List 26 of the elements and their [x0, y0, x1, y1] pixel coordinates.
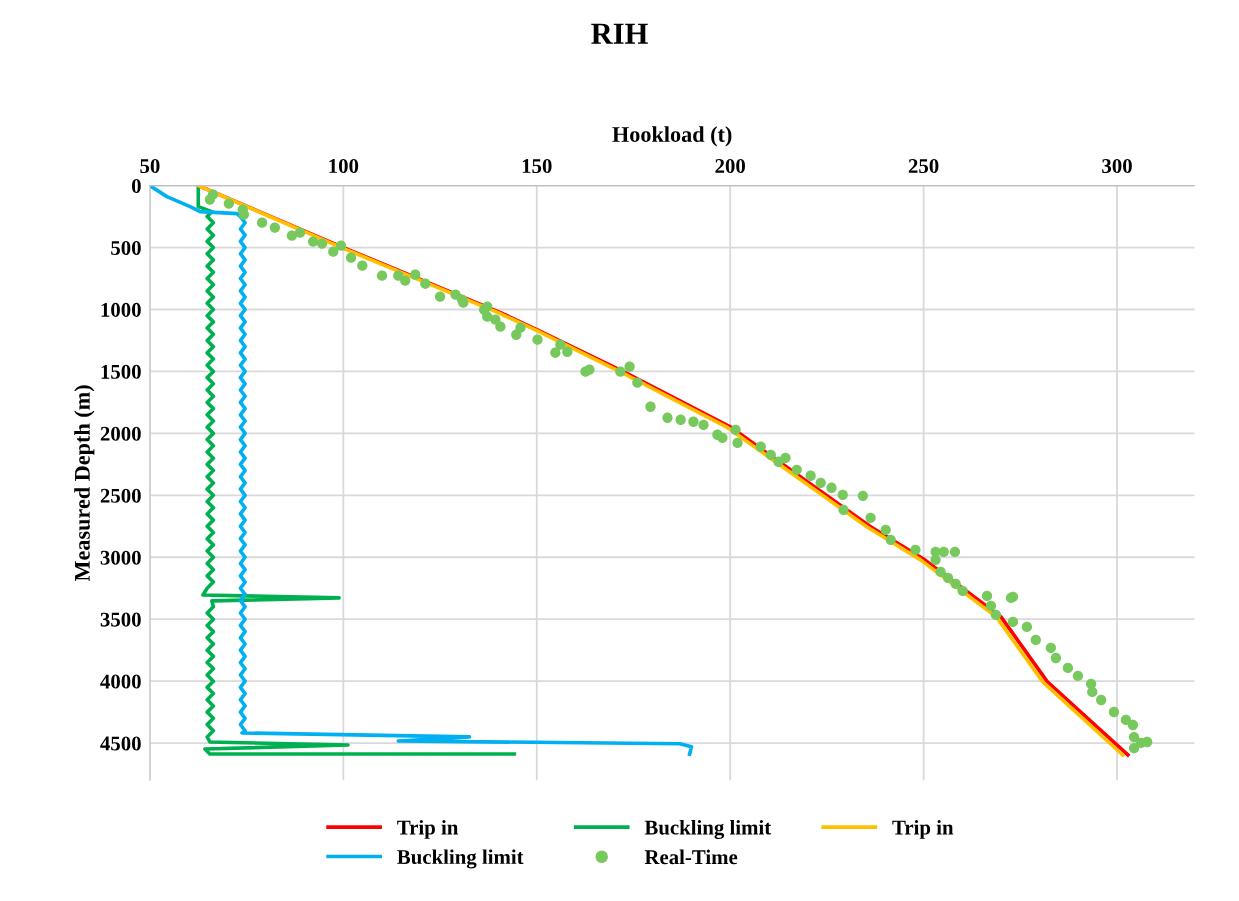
y-tick-label: 0 [131, 178, 141, 194]
y-tick-label: 2500 [100, 488, 141, 503]
y-tick-label: 4000 [100, 674, 141, 689]
chart-title: RIH [591, 23, 648, 44]
legend-label: Buckling limit [644, 819, 772, 840]
legend-label: Trip in [397, 819, 459, 839]
y-tick-label: 1500 [101, 364, 141, 379]
legend-label: Buckling limit [397, 849, 524, 869]
y-tick-label: 2000 [100, 426, 141, 441]
line-series [196, 185, 517, 756]
x-tick-label: 200 [715, 158, 746, 174]
legend-label: Trip in [892, 819, 954, 839]
x-tick-label: 50 [140, 158, 160, 174]
x-tick-label: 150 [522, 158, 552, 174]
y-tick-label: 3500 [100, 612, 141, 627]
legend-label: Real-Time [644, 849, 738, 865]
x-tick-label: 300 [1102, 158, 1132, 174]
y-axis-title: Measured Depth (m) [74, 385, 95, 582]
y-tick-label: 1000 [101, 302, 141, 317]
y-tick-label: 4500 [100, 736, 141, 751]
x-tick-label: 250 [908, 158, 939, 174]
x-axis-title: Hookload (t) [612, 126, 732, 147]
y-tick-label: 3000 [100, 550, 141, 565]
x-tick-label: 100 [329, 158, 359, 174]
y-tick-label: 500 [111, 240, 141, 255]
line-series [149, 185, 694, 757]
